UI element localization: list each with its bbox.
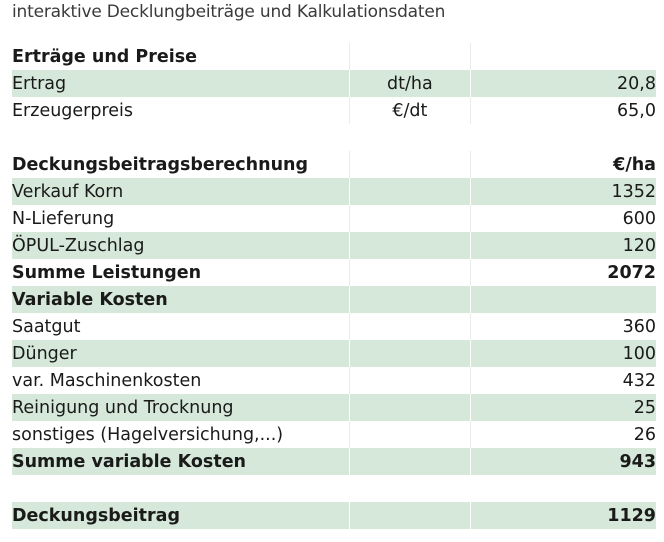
column-unit: €/ha [470,151,656,178]
row-label: Summe variable Kosten [12,448,350,475]
row-label: Ertrag [12,70,350,97]
row-label: Summe Leistungen [12,262,202,283]
row-unit: €/dt [348,97,471,124]
row-label: Verkauf Korn [12,178,350,205]
table-row-ertrag: Ertrag dt/ha 20,8 [12,70,656,97]
row-value: 432 [470,367,656,394]
row-unit: dt/ha [348,70,471,97]
row-value: 120 [470,232,656,259]
section-heading-prices: Erträge und Preise [12,43,656,70]
table-row: Saatgut 360 [12,313,656,340]
table-row-erzeugerpreis: Erzeugerpreis €/dt 65,0 [12,97,656,124]
row-label: N-Lieferung [12,208,115,229]
spacer-row [12,475,656,502]
row-value: 26 [470,421,656,448]
table-row: var. Maschinenkosten 432 [12,367,656,394]
row-value: 1129 [470,502,656,529]
result-row: Deckungsbeitrag 1129 [12,502,656,529]
row-value[interactable]: 20,8 [470,70,656,97]
row-value: 1352 [470,178,656,205]
table-row: ÖPUL-Zuschlag 120 [12,232,656,259]
page-caption: interaktive Decklungbeiträge und Kalkula… [12,2,446,22]
section-heading-db: Deckungsbeitragsberechnung €/ha [12,151,656,178]
row-label: Erzeugerpreis [12,100,134,121]
section-heading-label: Deckungsbeitragsberechnung [12,154,309,175]
row-value: 360 [470,313,656,340]
row-value: 943 [470,448,656,475]
spacer-row [12,124,656,151]
row-value: 25 [470,394,656,421]
row-label: sonstiges (Hagelversichung,...) [12,424,284,445]
row-value: 100 [470,340,656,367]
total-row-costs: Summe variable Kosten 943 [12,448,656,475]
section-heading-label: Erträge und Preise [12,46,198,67]
row-label: var. Maschinenkosten [12,370,202,391]
row-value: 2072 [470,259,656,286]
row-label: Saatgut [12,316,81,337]
section-heading-costs: Variable Kosten [12,286,656,313]
row-value[interactable]: 65,0 [470,97,656,124]
calculation-table: Erträge und Preise Ertrag dt/ha 20,8 Erz… [12,43,656,529]
table-row: Dünger 100 [12,340,656,367]
row-label: Dünger [12,340,350,367]
row-label: Deckungsbeitrag [12,502,350,529]
row-value: 600 [470,205,656,232]
row-label: Reinigung und Trocknung [12,394,350,421]
table-row: N-Lieferung 600 [12,205,656,232]
total-row-revenue: Summe Leistungen 2072 [12,259,656,286]
table-row: Reinigung und Trocknung 25 [12,394,656,421]
section-heading-label: Variable Kosten [12,286,350,313]
table-row: sonstiges (Hagelversichung,...) 26 [12,421,656,448]
row-label: ÖPUL-Zuschlag [12,232,350,259]
table-row: Verkauf Korn 1352 [12,178,656,205]
